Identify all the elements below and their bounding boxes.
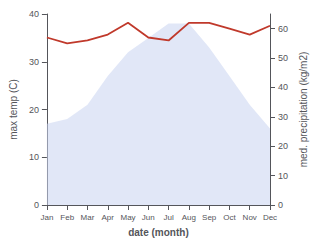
svg-text:Jul: Jul bbox=[163, 213, 173, 222]
svg-text:Feb: Feb bbox=[60, 213, 74, 222]
svg-text:Jun: Jun bbox=[142, 213, 155, 222]
svg-text:Dec: Dec bbox=[263, 213, 277, 222]
svg-text:10: 10 bbox=[29, 152, 39, 162]
svg-text:Jan: Jan bbox=[40, 213, 53, 222]
svg-text:40: 40 bbox=[29, 9, 39, 19]
svg-text:30: 30 bbox=[29, 57, 39, 67]
svg-text:Aug: Aug bbox=[182, 213, 196, 222]
svg-text:10: 10 bbox=[278, 171, 288, 181]
svg-text:40: 40 bbox=[278, 82, 288, 92]
svg-text:Oct: Oct bbox=[223, 213, 236, 222]
svg-text:20: 20 bbox=[29, 105, 39, 115]
svg-text:Mar: Mar bbox=[81, 213, 95, 222]
svg-text:20: 20 bbox=[278, 141, 288, 151]
svg-text:60: 60 bbox=[278, 24, 288, 34]
svg-text:max temp (C): max temp (C) bbox=[8, 79, 19, 140]
svg-text:30: 30 bbox=[278, 112, 288, 122]
svg-text:0: 0 bbox=[278, 200, 283, 210]
svg-text:50: 50 bbox=[278, 53, 288, 63]
svg-text:Nov: Nov bbox=[243, 213, 257, 222]
svg-text:0: 0 bbox=[34, 200, 39, 210]
svg-text:med. precipitation (kg/m2): med. precipitation (kg/m2) bbox=[298, 52, 309, 168]
svg-text:Apr: Apr bbox=[102, 213, 115, 222]
svg-text:Sep: Sep bbox=[202, 213, 217, 222]
svg-text:date (month): date (month) bbox=[128, 227, 189, 238]
svg-text:May: May bbox=[120, 213, 135, 222]
